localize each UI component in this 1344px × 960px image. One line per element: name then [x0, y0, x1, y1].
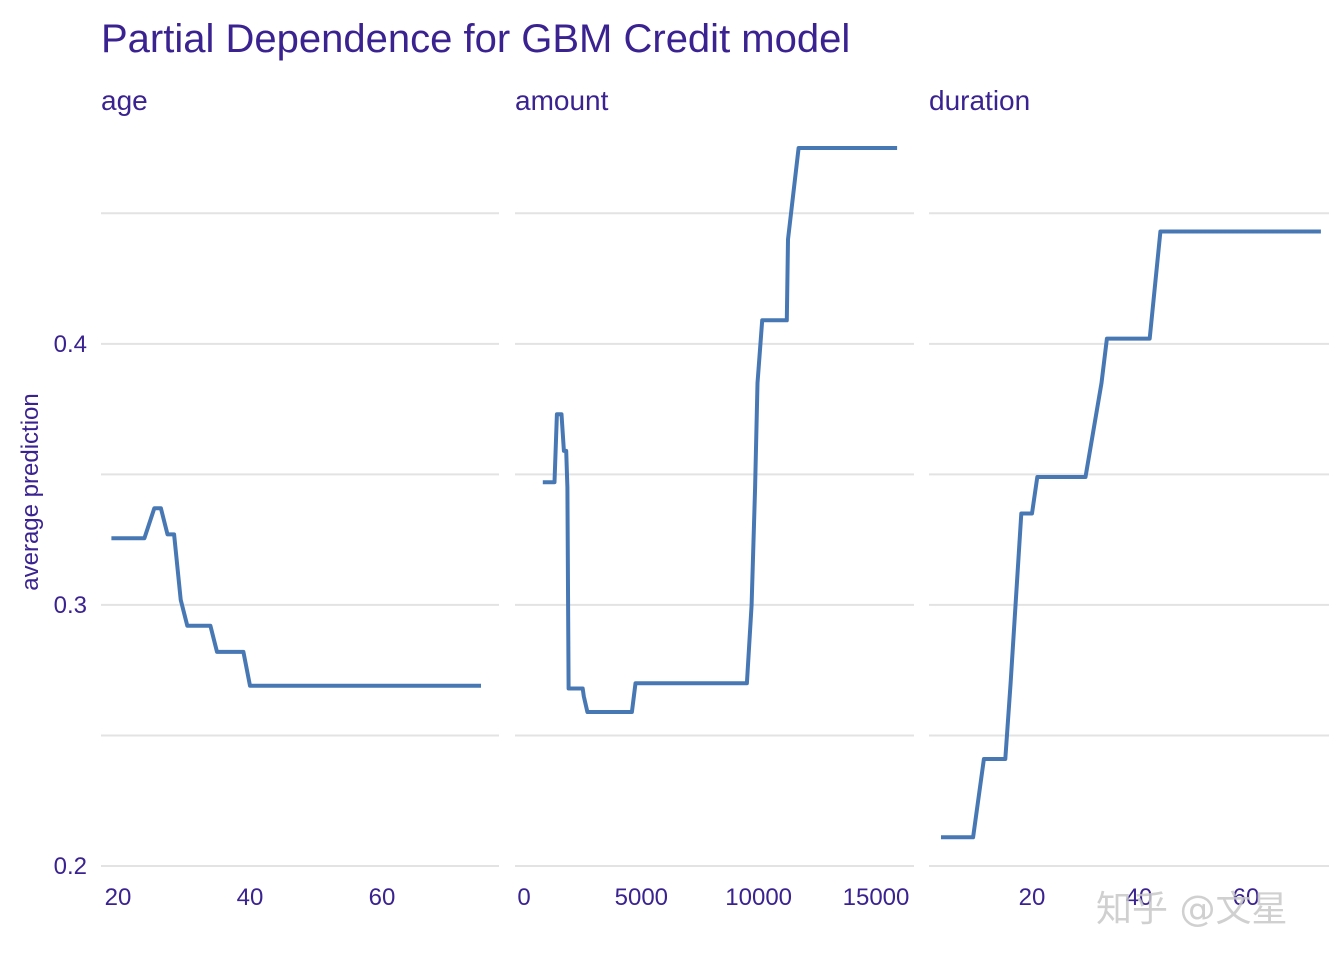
x-tick-label: 40: [237, 884, 264, 911]
series-line-duration: [941, 229, 1321, 840]
x-tick-label: 5000: [615, 884, 668, 911]
panel-strip-label: age: [101, 85, 148, 116]
x-tick-label: 40: [1126, 884, 1153, 911]
panel-amount: amount 0 5000 10000 15000: [515, 85, 914, 911]
series-line-amount: [542, 146, 898, 714]
panel-strip-label: duration: [929, 85, 1030, 116]
x-tick-label: 0: [517, 884, 530, 911]
x-tick-label: 60: [1233, 884, 1260, 911]
watermark: 知乎 @文星: [1096, 889, 1288, 930]
y-axis-label: average prediction: [17, 393, 44, 590]
y-tick-label: 0.2: [54, 853, 87, 880]
x-tick-label: 10000: [725, 884, 792, 911]
x-tick-label: 60: [369, 884, 396, 911]
x-tick-label: 20: [105, 884, 132, 911]
panel-age: age 20 40 60: [101, 85, 499, 911]
panel-duration: duration 20 40 60: [929, 85, 1329, 911]
x-tick-label: 20: [1019, 884, 1046, 911]
series-line-age: [111, 506, 481, 688]
y-tick-label: 0.3: [54, 592, 87, 619]
chart-title: Partial Dependence for GBM Credit model: [101, 17, 850, 61]
x-tick-label: 15000: [843, 884, 910, 911]
facet-panels: age 20 40 60 amount 0 5000 10000 15000 duration 20…: [101, 85, 1329, 911]
y-axis-ticks: 0.2 0.3 0.4: [54, 331, 87, 880]
y-tick-label: 0.4: [54, 331, 87, 358]
panel-strip-label: amount: [515, 85, 609, 116]
